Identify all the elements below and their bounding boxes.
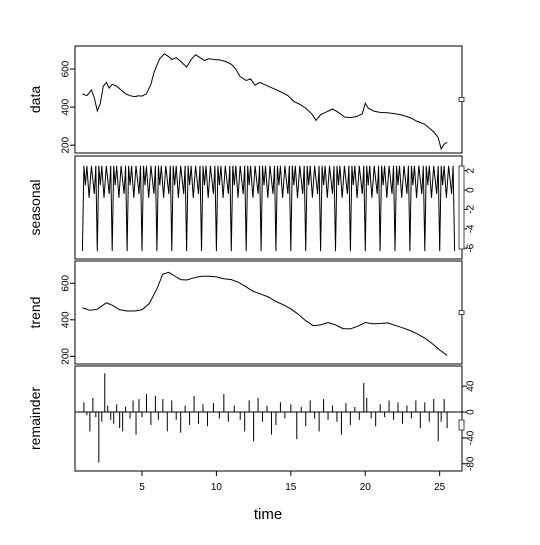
xtick-label-1: 10 bbox=[211, 482, 223, 493]
ytick-label-seasonal-1: -4 bbox=[466, 224, 477, 233]
series-line-data bbox=[82, 53, 448, 151]
range-bar-remainder bbox=[458, 419, 465, 431]
panel-label-trend: trend bbox=[27, 297, 43, 329]
ytick-label-remainder-2: 0 bbox=[466, 409, 477, 415]
panel-label-remainder: remainder bbox=[27, 387, 43, 450]
panel-frame-remainder bbox=[74, 365, 463, 472]
ytick-label-data-1: 400 bbox=[61, 98, 72, 115]
panels-group: 200400600data-6-4-202seasonal200400600tr… bbox=[27, 45, 477, 472]
panel-label-data: data bbox=[27, 86, 43, 113]
xtick-label-0: 5 bbox=[139, 482, 145, 493]
xtick-label-4: 25 bbox=[434, 482, 446, 493]
ytick-label-remainder-1: -40 bbox=[466, 430, 477, 445]
ytick-label-seasonal-3: 0 bbox=[466, 187, 477, 193]
panel-frame-trend bbox=[74, 260, 463, 365]
range-bar-trend bbox=[458, 310, 465, 315]
panel-seasonal: -6 -4 -2 0 2 seasonal bbox=[27, 155, 477, 260]
ytick-label-data-0: 200 bbox=[61, 136, 72, 153]
x-axis: 5 10 15 20 25 bbox=[139, 471, 446, 493]
panel-frame-data bbox=[74, 45, 463, 154]
ytick-label-trend-1: 400 bbox=[61, 311, 72, 328]
panel-trend: 200 400 600 trend bbox=[27, 260, 465, 365]
series-line-seasonal bbox=[81, 165, 456, 252]
ytick-label-seasonal-2: -2 bbox=[466, 205, 477, 214]
x-axis-title: time bbox=[254, 506, 282, 523]
panel-remainder: -80 -40 0 40 remainder bbox=[27, 365, 477, 472]
ytick-label-seasonal-0: -6 bbox=[466, 243, 477, 252]
xtick-label-3: 20 bbox=[360, 482, 372, 493]
xtick-label-2: 15 bbox=[285, 482, 297, 493]
panel-label-seasonal: seasonal bbox=[27, 179, 43, 235]
range-bar-data bbox=[458, 97, 465, 102]
ytick-label-trend-0: 200 bbox=[61, 348, 72, 365]
ytick-label-remainder-3: 40 bbox=[466, 380, 477, 392]
ytick-label-data-2: 600 bbox=[61, 60, 72, 77]
series-line-trend bbox=[82, 271, 448, 356]
ytick-label-trend-2: 600 bbox=[61, 274, 72, 291]
range-bar-seasonal bbox=[458, 165, 465, 250]
ytick-label-remainder-0: -80 bbox=[466, 456, 477, 471]
ytick-label-seasonal-4: 2 bbox=[466, 167, 477, 173]
panel-data: 200 400 600 data bbox=[27, 45, 465, 154]
